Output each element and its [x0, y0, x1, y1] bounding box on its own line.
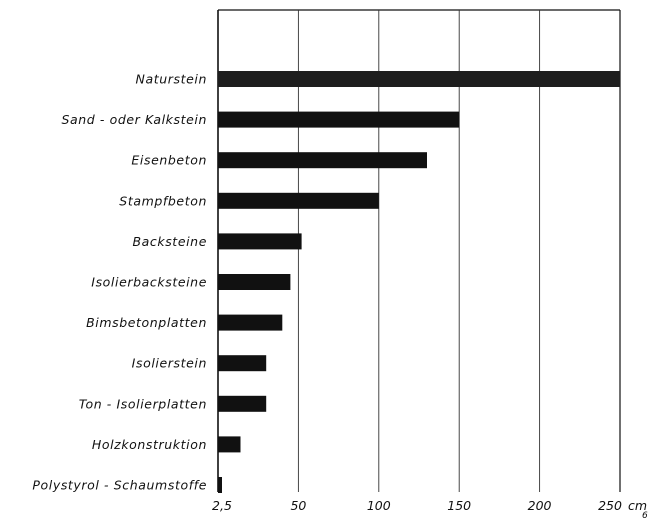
category-label-layer: Naturstein Sand - oder Kalkstein Eisenbeto… [32, 72, 207, 493]
category-label: Backsteine [132, 234, 207, 249]
bar-6 [218, 314, 283, 331]
category-label: Ton - Isolierplatten [79, 396, 207, 411]
category-label: Sand - oder Kalkstein [61, 112, 207, 127]
x-tick-label: 100 [367, 498, 391, 513]
x-tick-label: 2,5 [212, 498, 232, 513]
category-label: Isolierstein [132, 356, 207, 371]
figure-number: 6 [642, 511, 648, 521]
category-label: Holzkonstruktion [92, 437, 207, 452]
tick-label-layer: 2,5 50 100 150 200 250 [212, 498, 622, 513]
x-tick-label: 250 [598, 498, 622, 513]
x-tick-label: 200 [528, 498, 552, 513]
bar-layer [218, 71, 620, 493]
category-label: Polystyrol - Schaumstoffe [32, 478, 207, 493]
bar-2 [218, 152, 427, 169]
category-label: Stampfbeton [119, 193, 207, 208]
bar-1 [218, 111, 460, 128]
x-tick-label: 150 [447, 498, 471, 513]
category-label: Eisenbeton [131, 153, 207, 168]
bar-7 [218, 355, 267, 372]
category-label: Naturstein [136, 72, 207, 87]
category-label: Bimsbetonplatten [86, 315, 207, 330]
x-axis-unit-label: cm [628, 498, 647, 513]
bar-5 [218, 274, 291, 290]
x-tick-label: 50 [290, 498, 306, 513]
bar-10 [218, 477, 222, 493]
bar-3 [218, 192, 379, 209]
bar-0 [218, 71, 620, 87]
bar-8 [218, 395, 267, 412]
category-label: Isolierbacksteine [91, 275, 207, 290]
bar-9 [218, 436, 241, 453]
bar-4 [218, 233, 302, 250]
